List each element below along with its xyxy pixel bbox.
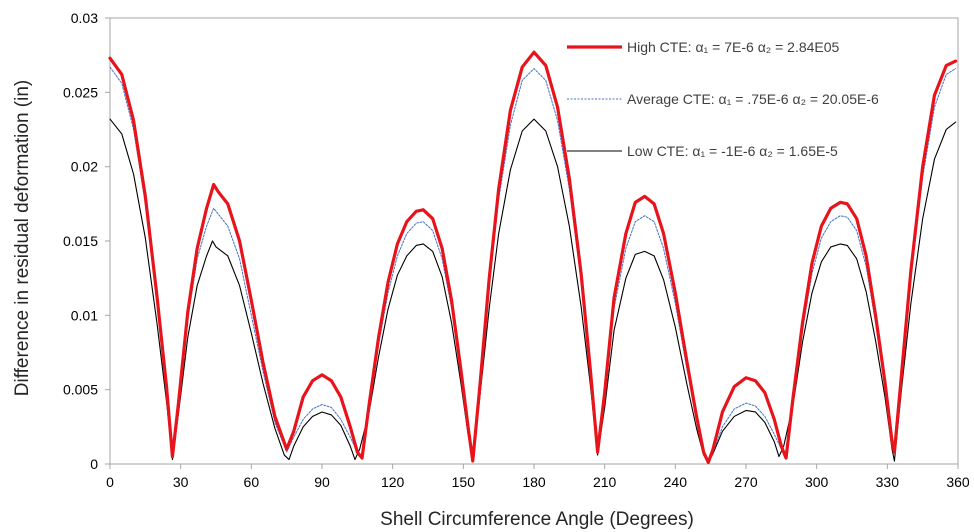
x-tick-label: 90 (314, 474, 330, 490)
x-tick-label: 180 (522, 474, 546, 490)
x-tick-label: 60 (244, 474, 260, 490)
y-axis-title: Difference in residual deformation (in) (12, 80, 33, 396)
y-tick-label: 0.01 (71, 307, 98, 323)
y-tick-label: 0.015 (63, 233, 98, 249)
x-tick-label: 30 (173, 474, 189, 490)
x-tick-label: 240 (664, 474, 688, 490)
series-line-high-cte (108, 50, 958, 465)
y-tick-label: 0.02 (71, 159, 98, 175)
legend-label: Average CTE: α₁ = .75E-6 α₂ = 20.05E-6 (627, 91, 879, 107)
x-axis-ticks: 0 30 60 90 120 150 180 210 240 270 300 330 360 (106, 464, 970, 490)
series-layer (108, 50, 958, 465)
y-tick-label: 0.03 (71, 10, 98, 26)
legend: High CTE: α₁ = 7E-6 α₂ = 2.84E05 Average … (567, 39, 879, 159)
x-tick-label: 360 (946, 474, 970, 490)
series-line-average-cte (109, 66, 957, 464)
y-tick-label: 0 (90, 456, 98, 472)
y-tick-label: 0.005 (63, 382, 98, 398)
x-tick-label: 270 (734, 474, 758, 490)
x-axis-title: Shell Circumference Angle (Degrees) (380, 509, 694, 530)
x-tick-label: 210 (593, 474, 617, 490)
legend-label: High CTE: α₁ = 7E-6 α₂ = 2.84E05 (627, 39, 840, 55)
x-tick-label: 0 (106, 474, 114, 490)
x-tick-label: 300 (805, 474, 829, 490)
y-tick-label: 0.025 (63, 84, 98, 100)
legend-label: Low CTE: α₁ = -1E-6 α₂ = 1.65E-5 (627, 143, 838, 159)
series-line-low-cte (109, 118, 957, 464)
y-axis-ticks: 0 0.005 0.01 0.015 0.02 0.025 0.03 (63, 10, 110, 472)
x-tick-label: 120 (381, 474, 405, 490)
x-tick-label: 330 (876, 474, 900, 490)
x-tick-label: 150 (452, 474, 476, 490)
